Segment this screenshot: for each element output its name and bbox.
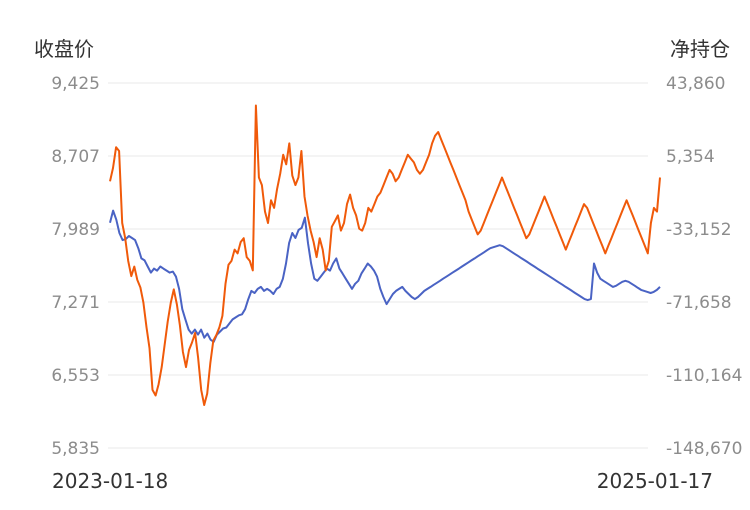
- left-tick-label: 8,707: [51, 147, 100, 167]
- right-tick-label: 43,860: [666, 74, 725, 94]
- left-tick-label: 7,271: [51, 293, 100, 313]
- left-tick-label: 6,553: [51, 366, 100, 386]
- right-tick-label: 5,354: [666, 147, 715, 167]
- left-tick-label: 7,989: [51, 220, 100, 240]
- x-end-label: 2025-01-17: [597, 469, 713, 493]
- right-axis-title: 净持仓: [670, 37, 730, 61]
- right-tick-label: -71,658: [666, 293, 732, 313]
- left-axis-title: 收盘价: [34, 37, 94, 61]
- series-lines: [109, 104, 661, 406]
- left-tick-label: 9,425: [51, 74, 100, 94]
- right-tick-label: -33,152: [666, 220, 732, 240]
- right-tick-label: -110,164: [666, 366, 742, 386]
- x-start-label: 2023-01-18: [52, 469, 168, 493]
- left-axis-ticks: 9,425 8,707 7,989 7,271 6,553 5,835: [51, 74, 100, 459]
- right-tick-label: -148,670: [666, 439, 742, 459]
- right-axis-ticks: 43,860 5,354 -33,152 -71,658 -110,164 -148,67…: [666, 74, 742, 459]
- grid-lines: [108, 82, 648, 449]
- left-tick-label: 5,835: [51, 439, 100, 459]
- net-position-line: [109, 104, 661, 406]
- close-price-line: [109, 209, 661, 343]
